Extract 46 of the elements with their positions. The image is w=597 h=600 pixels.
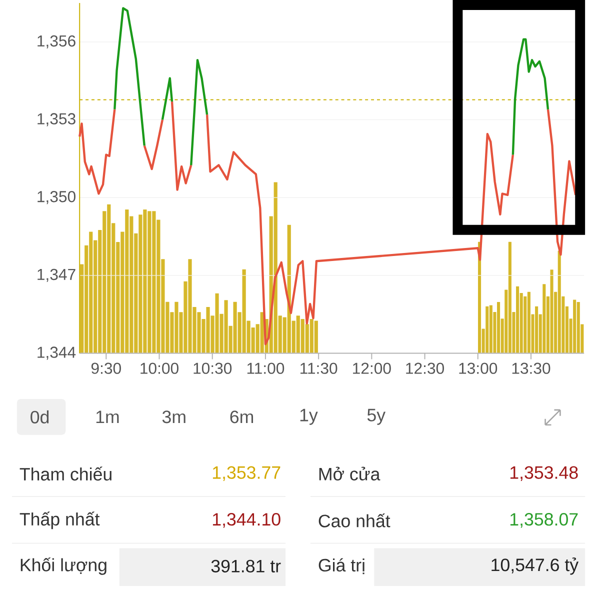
bar (489, 305, 492, 354)
text: 1,358.07 (510, 513, 578, 528)
text: 1,344.10 (212, 513, 280, 528)
x-tick-label: 11:00 (247, 362, 284, 374)
y-tick-label: 1,344 (38, 346, 76, 360)
text: 6m (230, 410, 254, 424)
text: 5y (367, 408, 386, 425)
text: 3m (162, 410, 186, 424)
bar (576, 302, 580, 354)
text: Giá trị (318, 558, 364, 574)
bar (516, 286, 520, 354)
x-tick-label: 9:30 (91, 362, 121, 374)
x-tick-label: 10:00 (140, 362, 178, 374)
text: Khối lượng (20, 557, 106, 575)
bar (497, 302, 500, 354)
bar (314, 320, 318, 354)
text: Tham chiếu (20, 466, 112, 481)
y-tick-label: 1,347 (38, 268, 76, 282)
text: 1,353.77 (212, 466, 280, 481)
bar (550, 270, 554, 354)
bar (508, 242, 512, 354)
x-tick-label: 10:30 (194, 362, 232, 374)
bar (542, 284, 546, 354)
bar (573, 300, 576, 354)
x-tick-label: 12:00 (353, 362, 391, 374)
x-tick-label: 12:30 (406, 362, 444, 374)
bar (535, 306, 538, 354)
bar (527, 292, 530, 354)
x-tick-label: 13:30 (512, 362, 550, 374)
bar (486, 306, 489, 354)
text: 10,547.6 tỷ (492, 558, 579, 575)
text: 0d (30, 410, 49, 424)
bar (524, 296, 527, 354)
x-tick-label: 11:30 (300, 362, 338, 374)
text: Mở cửa (319, 466, 380, 480)
text: Thấp nhất (20, 512, 100, 530)
bar (558, 250, 561, 354)
text: 1m (96, 410, 119, 424)
text: 391.81 tr (211, 560, 281, 572)
x-tick-label: 13:00 (459, 362, 498, 374)
text: 1,353.48 (510, 466, 578, 481)
y-tick-label: 1,356 (38, 35, 76, 48)
y-tick-label: 1,353 (38, 113, 76, 126)
text: 1y (300, 408, 318, 425)
y-tick-label: 1,350 (38, 191, 76, 204)
text: Cao nhất (318, 513, 390, 528)
